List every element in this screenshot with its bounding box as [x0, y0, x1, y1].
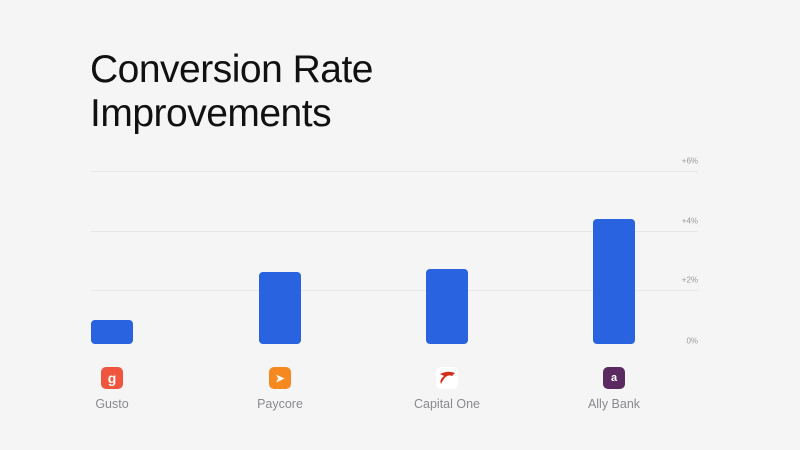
gridline	[91, 290, 698, 291]
y-tick-label: +4%	[681, 216, 698, 225]
y-tick-label: +2%	[681, 275, 698, 285]
gusto-logo-icon: g	[101, 367, 123, 389]
category-label: Gusto	[95, 397, 129, 411]
gridline	[91, 171, 698, 172]
title-line-1: Conversion Rate	[90, 48, 373, 91]
paycore-logo-icon: ➤	[269, 367, 291, 389]
ally-bank-logo-icon: a	[603, 367, 625, 389]
category-paycore: ➤ Paycore	[210, 367, 350, 411]
category-label: Ally Bank	[587, 397, 641, 411]
gridline	[91, 231, 698, 232]
chart-title: Conversion Rate Improvements	[90, 48, 373, 136]
y-tick-label: +6%	[681, 156, 698, 166]
title-line-2: Improvements	[90, 92, 332, 135]
bar-gusto	[91, 319, 133, 344]
bar-capital-one	[426, 269, 468, 344]
bar-paycore	[259, 272, 301, 344]
capital-one-logo-icon	[436, 367, 458, 389]
category-label: Paycore	[257, 397, 303, 411]
category-capital-one: Capital One	[377, 367, 517, 411]
bar-ally-bank	[593, 218, 635, 344]
category-label: Capital One	[413, 397, 480, 411]
category-gusto: g Gusto	[42, 367, 182, 411]
y-tick-label: 0%	[686, 336, 698, 346]
category-ally-bank: a Ally Bank	[544, 367, 684, 411]
